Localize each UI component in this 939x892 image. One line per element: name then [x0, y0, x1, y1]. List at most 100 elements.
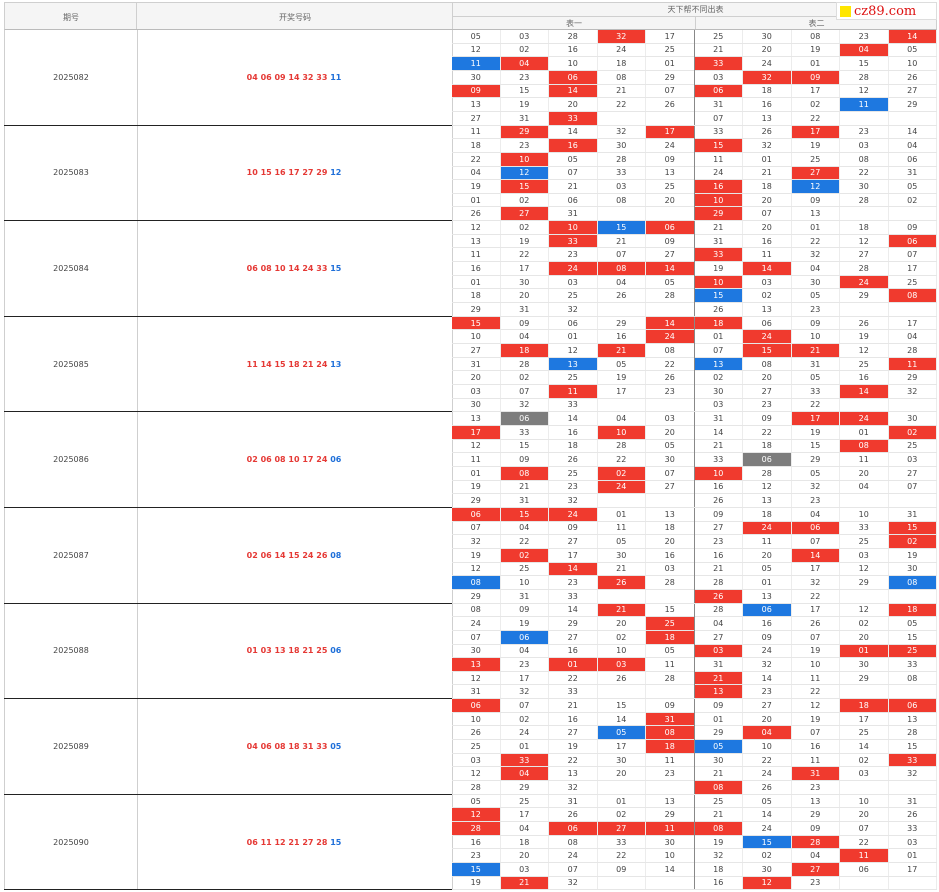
grid-cell: 26 [646, 98, 695, 111]
grid-cell: 02 [598, 630, 646, 644]
grid-cell: 30 [695, 753, 743, 767]
grid-cell: 21 [695, 43, 743, 57]
grid-cell: 18 [501, 835, 549, 849]
grid-cell: 18 [452, 139, 501, 152]
grid-cell: 07 [501, 385, 549, 398]
grid-cell: 02 [888, 426, 937, 439]
grid-cell: 24 [549, 262, 598, 275]
grid-cell [889, 111, 937, 125]
grid-cell: 22 [792, 234, 840, 248]
grid-row: 28 29 32 08 26 23 [452, 781, 937, 795]
grid-cell: 33 [695, 453, 743, 466]
grid-cell: 04 [501, 521, 549, 535]
grid-cell: 16 [549, 43, 598, 57]
grid-cell: 05 [452, 794, 501, 808]
grid-cell: 17 [889, 863, 937, 876]
grid-cell: 20 [743, 221, 792, 234]
grid-row: 11 04 10 18 01 33 24 01 15 10 [452, 57, 937, 71]
grid-cell: 03 [695, 398, 743, 412]
grid-cell: 19 [792, 139, 840, 152]
grid-cell [840, 207, 889, 221]
grid-cell: 27 [452, 344, 501, 357]
grid-cell: 17 [501, 262, 549, 275]
grid-cell: 14 [646, 262, 695, 275]
grid-cell: 02 [889, 193, 937, 207]
grid-cell: 07 [743, 207, 792, 221]
blue-ball: 06 [330, 455, 342, 465]
grid-cell: 23 [549, 480, 598, 494]
grid-cell: 27 [646, 480, 695, 494]
grid-cell: 02 [695, 371, 743, 385]
grid-cell: 12 [840, 603, 889, 617]
grid-cell: 12 [549, 344, 598, 357]
grid-cell: 04 [889, 330, 937, 344]
grid-cell: 27 [549, 726, 598, 740]
grid-cell [646, 589, 695, 603]
grid-cell: 33 [549, 685, 598, 699]
winning-numbers: 04 06 08 18 31 33 05 [136, 699, 453, 794]
grid-cell: 16 [743, 617, 792, 630]
grid-cell: 07 [792, 535, 840, 548]
grid-cell: 05 [792, 289, 840, 303]
grid-cell: 31 [549, 207, 598, 221]
blue-ball: 05 [330, 741, 342, 751]
grid-cell: 32 [743, 658, 792, 671]
grid-cell [598, 781, 646, 794]
grid-cell: 10 [694, 193, 743, 207]
red-balls: 01 03 13 18 21 25 [246, 646, 328, 656]
grid-cell: 28 [840, 193, 889, 207]
grid-cell: 32 [889, 767, 937, 781]
grid-cell [598, 589, 646, 603]
grid-cell: 12 [840, 562, 889, 576]
grid-cell: 15 [646, 603, 695, 617]
grid-cell: 25 [889, 275, 937, 289]
grid-cell: 18 [549, 439, 598, 453]
grid-cell: 22 [452, 152, 501, 166]
grid-cell: 20 [598, 617, 646, 630]
blue-ball: 15 [330, 263, 342, 273]
grid-cell: 10 [549, 57, 598, 70]
grid-cell: 32 [549, 303, 598, 316]
grid-cell: 33 [840, 521, 889, 535]
blue-ball: 06 [330, 646, 342, 656]
grid-cell: 06 [743, 603, 792, 617]
grid-cell: 15 [694, 139, 743, 152]
grid-cell: 26 [695, 303, 743, 316]
grid-cell: 09 [743, 412, 792, 426]
grid-cell [646, 111, 695, 125]
grid-cell: 25 [452, 740, 501, 753]
grid-cell: 33 [694, 248, 743, 262]
grid-cell: 24 [743, 644, 792, 658]
grid-cell: 14 [549, 84, 598, 98]
period-row: 2025082 04 06 09 14 32 33 11 05 03 28 32 17 25 3… [4, 30, 937, 126]
grid-cell: 33 [549, 111, 598, 125]
grid-cell: 02 [501, 712, 549, 726]
grid-cell: 22 [840, 835, 889, 849]
grid-cell: 06 [743, 316, 792, 330]
grid-cell: 31 [452, 685, 501, 699]
grid-row: 27 31 33 07 13 22 [452, 111, 937, 126]
grid-cell: 03 [646, 562, 695, 576]
grid-cell: 15 [598, 699, 646, 712]
blue-ball: 11 [330, 72, 342, 82]
grid-cell: 18 [598, 57, 646, 70]
grid-cell: 09 [792, 316, 840, 330]
blue-ball: 08 [330, 550, 342, 560]
grid-cell: 12 [743, 480, 792, 494]
period-row: 2025090 06 11 12 21 27 28 15 05 25 31 01 13 25 0… [4, 794, 937, 891]
grid-cell: 30 [889, 412, 937, 426]
grid-cell: 10 [452, 712, 501, 726]
grid-cell [840, 685, 889, 699]
grid-cell: 01 [840, 426, 889, 439]
grid-cell: 02 [743, 849, 792, 862]
grid-cell: 29 [889, 371, 937, 385]
grid-cell: 19 [792, 644, 840, 658]
grid-row: 29 31 32 26 13 23 [452, 303, 937, 317]
grid-cell: 16 [452, 835, 501, 849]
site-logo[interactable]: cz89.com [836, 2, 937, 20]
grid-cell: 09 [452, 84, 501, 98]
grid-cell: 16 [694, 180, 743, 193]
grid-cell: 16 [598, 330, 646, 344]
grid-row: 18 20 25 26 28 15 02 05 29 08 [452, 289, 937, 304]
table-divider [694, 699, 695, 794]
